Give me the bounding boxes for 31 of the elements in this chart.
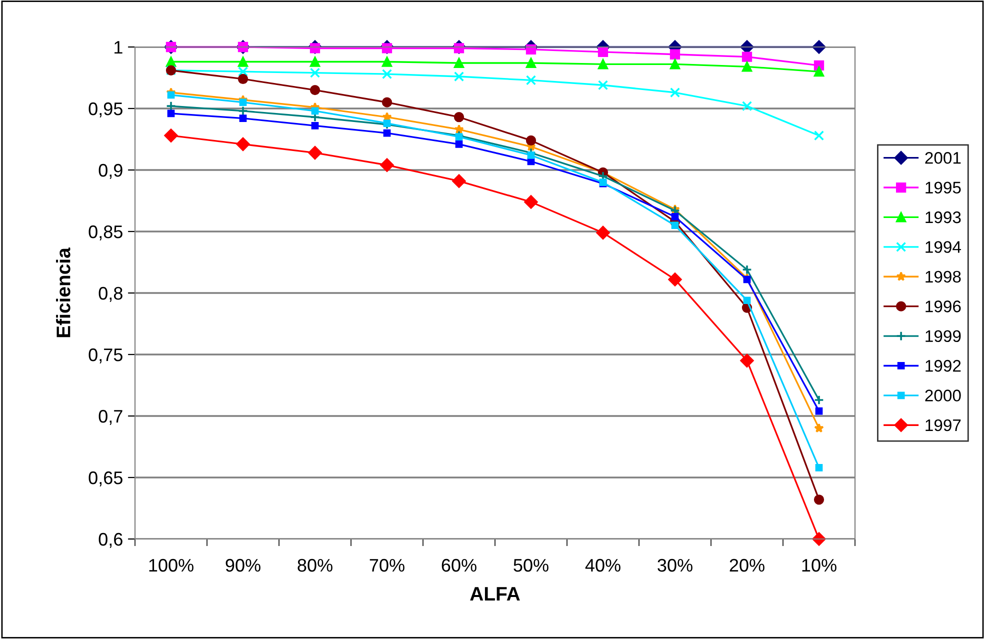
- legend-label: 1993: [926, 211, 961, 224]
- y-tick-label: 0,95: [88, 102, 122, 118]
- x-tick-label: 80%: [298, 558, 332, 572]
- legend-label: 1998: [926, 270, 961, 283]
- x-tick-label: 60%: [442, 558, 476, 572]
- legend-label: 2001: [925, 152, 961, 164]
- legend-label: 1995: [926, 182, 961, 194]
- x-tick-label: 20%: [730, 558, 764, 572]
- y-tick-label: 1: [114, 41, 122, 54]
- y-tick-label: 0,7: [98, 410, 122, 425]
- legend-label: 1994: [926, 241, 961, 253]
- legend-label: 1997: [926, 419, 961, 432]
- y-tick-label: 0,6: [98, 532, 122, 548]
- y-tick-label: 0,75: [88, 348, 122, 364]
- legend-label: 2000: [925, 390, 961, 402]
- x-tick-label: 40%: [585, 558, 620, 572]
- x-tick-label: 90%: [226, 558, 260, 572]
- x-tick-label: 10%: [802, 558, 836, 572]
- legend-label: 1999: [926, 330, 961, 342]
- legend-label: 1992: [926, 360, 961, 372]
- y-tick-label: 0,9: [98, 164, 122, 179]
- y-tick-label: 0,65: [88, 471, 122, 486]
- x-tick-label: 50%: [514, 558, 548, 572]
- y-tick-label: 0,85: [88, 225, 122, 240]
- x-tick-label: 70%: [370, 558, 404, 572]
- y-axis-title: Eficiencia: [56, 247, 70, 338]
- legend-label: 1996: [926, 300, 961, 312]
- x-tick-label: 30%: [658, 558, 692, 572]
- x-tick-label: 100%: [149, 558, 194, 572]
- y-tick-label: 0,8: [98, 286, 122, 302]
- x-axis-title: ALFA: [470, 587, 520, 600]
